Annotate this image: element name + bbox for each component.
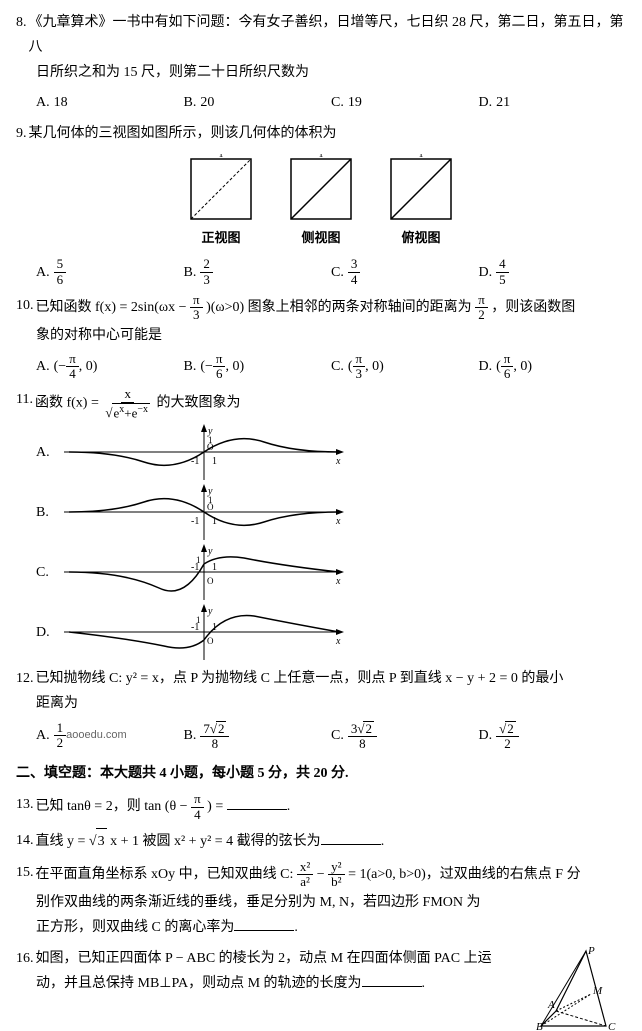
q11-opt-a: A. -1O1 yx 1 — [36, 424, 626, 480]
svg-text:O: O — [207, 636, 214, 646]
q12-text2: 距离为 — [16, 691, 626, 716]
q8-num: 8. — [16, 10, 29, 60]
q11-text: 函数 f(x) = x ex+e−x 的大致图象为 — [35, 387, 626, 420]
svg-text:1: 1 — [208, 435, 213, 445]
q16-num: 16. — [16, 946, 36, 971]
q11-opt-d: D. -1O1 yx 1 — [36, 604, 626, 660]
q8-opt-d: D.21 — [479, 90, 627, 115]
q10-opt-a: A.(−π4, 0) — [36, 352, 184, 382]
q12-opt-c: C.328 — [331, 721, 479, 752]
blank — [321, 831, 381, 845]
q10-opt-c: C.(π3, 0) — [331, 352, 479, 382]
q12-options: A.12aooedu.com B.728 C.328 D.22 — [16, 721, 626, 752]
q11-graph-a: -1O1 yx 1 — [64, 424, 344, 480]
q8-opt-b: B.20 — [184, 90, 332, 115]
svg-text:y: y — [207, 606, 213, 617]
svg-text:1: 1 — [212, 456, 217, 467]
svg-text:-1: -1 — [191, 516, 199, 527]
q12-text1: 已知抛物线 C: y² = x，点 P 为抛物线 C 上任意一点，则点 P 到直… — [36, 666, 627, 691]
q8-opt-a: A.18 — [36, 90, 184, 115]
q9-text: 某几何体的三视图如图所示，则该几何体的体积为 — [29, 121, 627, 146]
q14-text: 直线 y = 3 x + 1 被圆 x² + y² = 4 截得的弦长为. — [36, 828, 627, 854]
q8-opt-c: C.19 — [331, 90, 479, 115]
q9-opt-a: A.56 — [36, 257, 184, 287]
question-10: 10. 已知函数 f(x) = 2sin(ωx − π3 )(ω>0) 图象上相… — [16, 293, 626, 381]
question-8: 8. 《九章算术》一书中有如下问题：今有女子善织，日增等尺，七日织 28 尺，第… — [16, 10, 626, 115]
q13-text: 已知 tanθ = 2，则 tan (θ − π4 ) = . — [36, 792, 627, 822]
q11-opt-c: C. -1O1 yx 1 — [36, 544, 626, 600]
q10-text2: 象的对称中心可能是 — [16, 323, 626, 348]
blank — [362, 973, 422, 987]
question-9: 9. 某几何体的三视图如图所示，则该几何体的体积为 1 正视图 1 侧视图 1 — [16, 121, 626, 287]
question-14: 14. 直线 y = 3 x + 1 被圆 x² + y² = 4 截得的弦长为… — [16, 828, 626, 854]
svg-text:1: 1 — [219, 154, 224, 160]
question-12: 12. 已知抛物线 C: y² = x，点 P 为抛物线 C 上任意一点，则点 … — [16, 666, 626, 751]
q16-tetrahedron-figure: P A B C M — [536, 946, 626, 1031]
svg-text:O: O — [207, 576, 214, 586]
svg-text:1: 1 — [196, 555, 201, 565]
q11-graph-b: -1O1 yx 1 — [64, 484, 344, 540]
svg-text:A: A — [547, 999, 555, 1011]
q13-num: 13. — [16, 792, 36, 822]
q10-options: A.(−π4, 0) B.(−π6, 0) C.(π3, 0) D.(π6, 0… — [16, 352, 626, 382]
q8-text2: 日所织之和为 15 尺，则第二十日所织尺数为 — [16, 60, 626, 85]
q9-top-view: 1 俯视图 — [386, 154, 456, 249]
q9-front-view: 1 正视图 — [186, 154, 256, 249]
q9-opt-b: B.23 — [184, 257, 332, 287]
q15-text3: 正方形，则双曲线 C 的离心率为. — [16, 915, 626, 940]
q15-text1: 在平面直角坐标系 xOy 中，已知双曲线 C: x²a² − y²b² = 1(… — [36, 860, 627, 890]
q12-num: 12. — [16, 666, 36, 691]
svg-text:x: x — [335, 576, 341, 587]
blank — [234, 917, 294, 931]
q9-num: 9. — [16, 121, 29, 146]
question-11: 11. 函数 f(x) = x ex+e−x 的大致图象为 A. -1O1 yx… — [16, 387, 626, 660]
q10-opt-b: B.(−π6, 0) — [184, 352, 332, 382]
q11-num: 11. — [16, 387, 35, 420]
svg-text:1: 1 — [419, 154, 424, 160]
question-16: P A B C M 16. 如图，已知正四面体 P − ABC 的棱长为 2，动… — [16, 946, 626, 996]
svg-text:M: M — [592, 985, 603, 997]
blank — [227, 796, 287, 810]
q11-opt-b: B. -1O1 yx 1 — [36, 484, 626, 540]
svg-text:y: y — [207, 546, 213, 557]
svg-text:1: 1 — [212, 562, 217, 573]
q11-graph-c: -1O1 yx 1 — [64, 544, 344, 600]
q9-options: A.56 B.23 C.34 D.45 — [16, 257, 626, 287]
q15-text2: 别作双曲线的两条渐近线的垂线，垂足分别为 M, N，若四边形 FMON 为 — [16, 890, 626, 915]
q12-opt-d: D.22 — [479, 721, 627, 752]
q9-three-views: 1 正视图 1 侧视图 1 俯视图 — [16, 154, 626, 249]
svg-text:x: x — [335, 636, 341, 647]
section-2-heading: 二、填空题：本大题共 4 小题，每小题 5 分，共 20 分. — [16, 761, 626, 786]
q12-opt-a: A.12aooedu.com — [36, 721, 184, 752]
q14-num: 14. — [16, 828, 36, 854]
q10-opt-d: D.(π6, 0) — [479, 352, 627, 382]
q10-text1: 已知函数 f(x) = 2sin(ωx − π3 )(ω>0) 图象上相邻的两条… — [36, 293, 627, 323]
q9-side-view: 1 侧视图 — [286, 154, 356, 249]
svg-text:x: x — [335, 516, 341, 527]
watermark: aooedu.com — [66, 726, 127, 746]
q10-num: 10. — [16, 293, 36, 323]
q16-text1: 如图，已知正四面体 P − ABC 的棱长为 2，动点 M 在四面体侧面 PAC… — [36, 946, 529, 971]
q8-options: A.18 B.20 C.19 D.21 — [16, 90, 626, 115]
q8-text1: 《九章算术》一书中有如下问题：今有女子善织，日增等尺，七日织 28 尺，第二日，… — [29, 10, 627, 60]
question-13: 13. 已知 tanθ = 2，则 tan (θ − π4 ) = . — [16, 792, 626, 822]
q9-opt-d: D.45 — [479, 257, 627, 287]
svg-text:C: C — [608, 1021, 616, 1031]
q11-graph-d: -1O1 yx 1 — [64, 604, 344, 660]
q9-opt-c: C.34 — [331, 257, 479, 287]
svg-text:1: 1 — [196, 615, 201, 625]
q15-num: 15. — [16, 860, 36, 890]
svg-text:1: 1 — [208, 495, 213, 505]
q12-opt-b: B.728 — [184, 721, 332, 752]
svg-text:P: P — [587, 946, 595, 957]
svg-text:x: x — [335, 456, 341, 467]
question-15: 15. 在平面直角坐标系 xOy 中，已知双曲线 C: x²a² − y²b² … — [16, 860, 626, 940]
svg-text:B: B — [536, 1021, 543, 1031]
svg-text:1: 1 — [319, 154, 324, 160]
q16-text2: 动，并且总保持 MB⊥PA，则动点 M 的轨迹的长度为. — [16, 971, 626, 996]
